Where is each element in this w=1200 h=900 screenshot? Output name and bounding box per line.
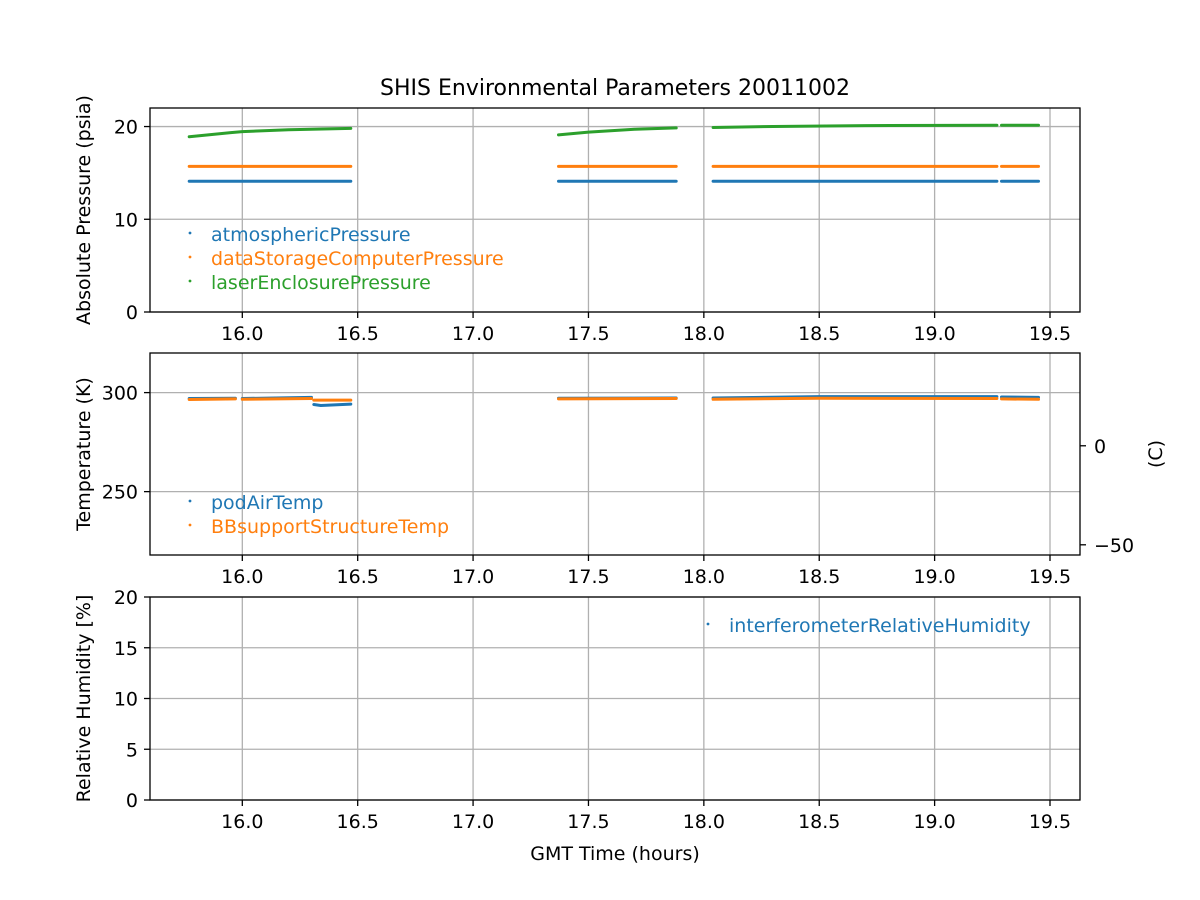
legend-entry: BBsupportStructureTemp — [211, 516, 449, 538]
series-segment — [187, 397, 237, 401]
panel-1: 16.0 16.5 17.0 17.5 18.0 18.5 19.0 19.5 0 10 20 Abs… — [73, 95, 1081, 345]
x-tick-label: 16.0 — [221, 323, 263, 345]
x-tick-label: 18.0 — [683, 566, 725, 588]
x-tick-label: 16.0 — [221, 811, 263, 833]
x-tick-label: 19.0 — [913, 566, 955, 588]
x-tick-label: 18.5 — [798, 811, 840, 833]
y-tick-label: 20 — [114, 587, 138, 609]
y-tick-label: 20 — [114, 117, 138, 139]
panels: 16.0 16.5 17.0 17.5 18.0 18.5 19.0 19.5 0 10 20 Abs… — [73, 95, 1167, 833]
panel-2: 16.0 16.5 17.0 17.5 18.0 18.5 19.0 19.5 250 300 Te… — [73, 352, 1167, 588]
series-segment — [711, 123, 999, 129]
legend-marker — [188, 231, 192, 235]
x-tick-label: 19.5 — [1029, 811, 1071, 833]
x-tick-label: 19.0 — [913, 323, 955, 345]
plot-frame — [149, 352, 1081, 556]
series-segment — [187, 126, 353, 139]
x-tick-label: 18.5 — [798, 323, 840, 345]
legend-marker — [188, 279, 192, 283]
series-segment — [557, 126, 678, 137]
legend-entry: laserEnclosurePressure — [211, 272, 431, 294]
y-tick-label: 15 — [114, 638, 138, 660]
chart-title: SHIS Environmental Parameters 20011002 — [380, 76, 850, 101]
y-axis-label: Temperature (K) — [73, 377, 95, 532]
x-tick-label: 16.5 — [337, 323, 379, 345]
panel-3: 16.0 16.5 17.0 17.5 18.0 18.5 19.0 19.5 0 5 10 15 20… — [73, 587, 1081, 833]
x-tick-label: 17.5 — [567, 811, 609, 833]
y-tick-label: 10 — [114, 689, 138, 711]
y-right-tick-label: −50 — [1094, 535, 1134, 557]
y-tick-label: 0 — [126, 302, 138, 324]
y-right-tick-label: 0 — [1094, 436, 1106, 458]
x-tick-label: 18.0 — [683, 811, 725, 833]
x-tick-label: 16.0 — [221, 566, 263, 588]
x-tick-label: 19.5 — [1029, 566, 1071, 588]
x-tick-label: 17.0 — [452, 811, 494, 833]
y-tick-label: 5 — [126, 739, 138, 761]
legend-entry: interferometerRelativeHumidity — [729, 615, 1031, 637]
x-tick-label: 17.0 — [452, 566, 494, 588]
y-tick-label: 300 — [102, 383, 138, 405]
y-tick-label: 10 — [114, 209, 138, 231]
x-tick-label: 19.5 — [1029, 323, 1071, 345]
y-axis-label: Relative Humidity [%] — [73, 595, 95, 803]
x-tick-label: 19.0 — [913, 811, 955, 833]
legend-entry: dataStorageComputerPressure — [211, 248, 504, 270]
x-tick-label: 17.5 — [567, 566, 609, 588]
x-axis-label: GMT Time (hours) — [530, 843, 700, 865]
plot-frame — [149, 107, 1081, 313]
y-axis-label: Absolute Pressure (psia) — [73, 95, 95, 325]
x-tick-label: 16.5 — [337, 566, 379, 588]
series-segment — [711, 396, 999, 401]
y-tick-label: 0 — [126, 790, 138, 812]
x-tick-label: 17.5 — [567, 323, 609, 345]
series-segment — [312, 402, 353, 407]
x-tick-label: 16.5 — [337, 811, 379, 833]
series-segment — [240, 397, 313, 401]
legend-marker — [188, 523, 192, 527]
y-tick-label: 250 — [102, 482, 138, 504]
legend-marker — [188, 499, 192, 503]
y-right-axis-label: (C) — [1145, 440, 1167, 468]
x-tick-label: 18.5 — [798, 566, 840, 588]
legend-entry: atmosphericPressure — [211, 224, 411, 246]
legend-marker — [188, 255, 192, 259]
legend-entry: podAirTemp — [211, 492, 323, 514]
x-tick-label: 17.0 — [452, 323, 494, 345]
x-tick-label: 18.0 — [683, 323, 725, 345]
legend-marker — [706, 622, 710, 626]
